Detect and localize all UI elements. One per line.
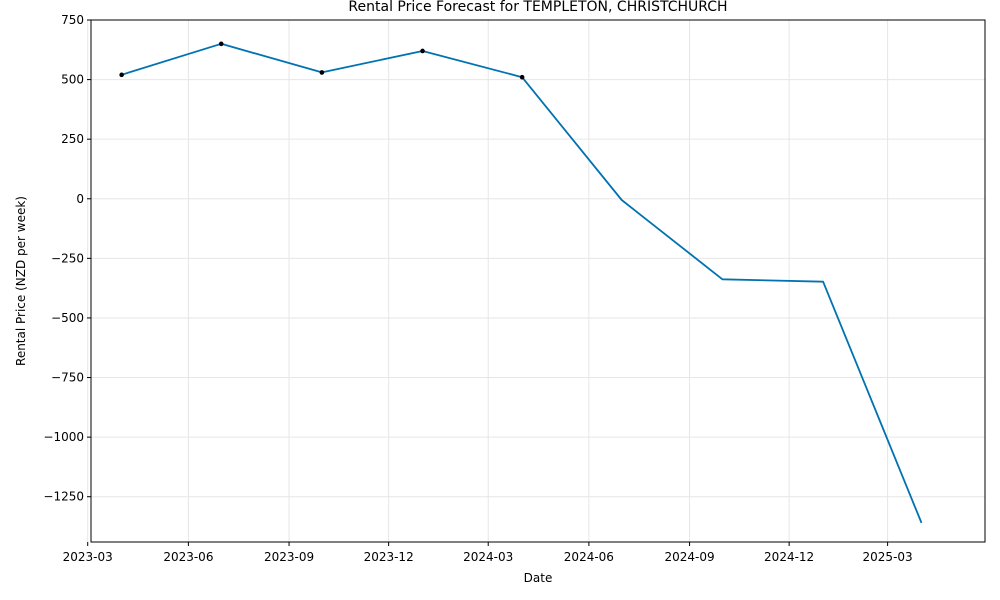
x-axis-label: Date — [524, 571, 553, 585]
grid — [87, 19, 985, 542]
observed-point — [119, 72, 124, 78]
series — [119, 41, 923, 524]
y-tick-label: 750 — [61, 13, 84, 27]
x-tick-label: 2024-06 — [564, 550, 614, 564]
y-tick-label: 500 — [61, 73, 84, 87]
plot-area-frame — [90, 19, 986, 543]
x-tick-label: 2023-12 — [364, 550, 414, 564]
y-tick-label: 0 — [76, 192, 84, 206]
x-tick-label: 2024-12 — [764, 550, 814, 564]
observed-point — [319, 70, 325, 75]
y-tick-label: −1250 — [43, 490, 84, 504]
y-tick-label: −500 — [51, 311, 84, 325]
observed-point — [218, 41, 224, 47]
x-tick-label: 2023-09 — [264, 550, 314, 564]
observed-point — [519, 74, 525, 80]
x-tick-label: 2025-03 — [863, 550, 913, 564]
y-axis-label: Rental Price (NZD per week) — [14, 196, 28, 366]
x-tick-label: 2023-03 — [63, 550, 113, 564]
ticks: 750 500 250 0 −250 −500 −750 −1000 −1250 2023-03 2… — [43, 13, 912, 564]
y-tick-label: 250 — [61, 132, 84, 146]
x-tick-label: 2024-09 — [664, 550, 714, 564]
y-tick-label: −750 — [51, 371, 84, 385]
observed-point — [420, 48, 425, 54]
y-tick-label: −1000 — [43, 430, 84, 444]
y-tick-label: −250 — [51, 251, 84, 265]
x-tick-label: 2024-03 — [463, 550, 513, 564]
x-tick-label: 2023-06 — [163, 550, 213, 564]
forecast-line — [121, 42, 923, 524]
chart-title: Rental Price Forecast for TEMPLETON, CHR… — [348, 0, 727, 15]
